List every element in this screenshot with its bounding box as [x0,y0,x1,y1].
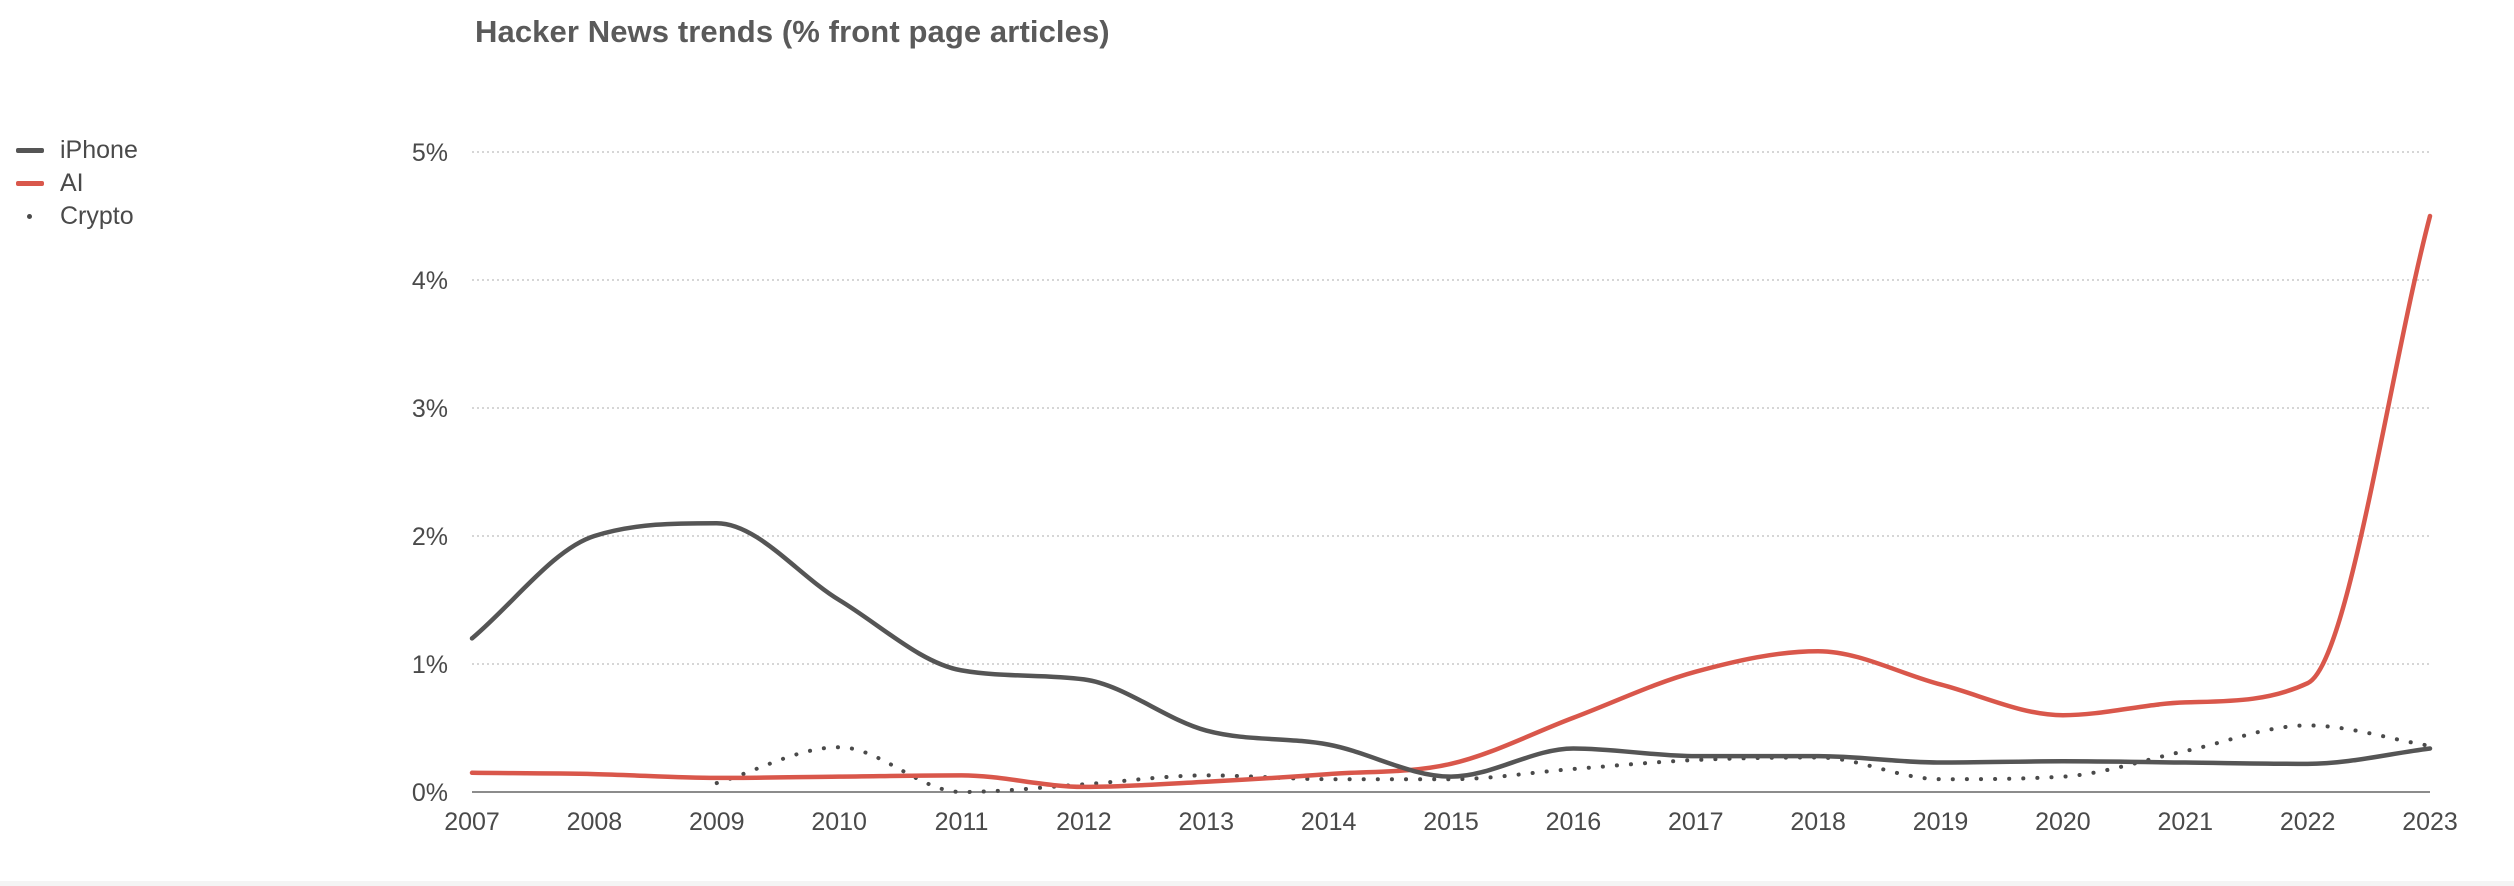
x-tick-label: 2010 [811,808,867,836]
y-tick-label: 4% [412,267,448,295]
x-tick-label: 2008 [567,808,623,836]
legend-label-crypto: Crypto [60,202,134,230]
x-tick-label: 2017 [1668,808,1724,836]
x-tick-label: 2015 [1423,808,1479,836]
x-tick-label: 2011 [935,808,989,836]
y-tick-label: 5% [412,139,448,167]
legend-item-iphone: iPhone [16,134,216,167]
legend-swatch-iphone [16,148,44,153]
x-tick-label: 2019 [1913,808,1969,836]
x-tick-label: 2016 [1546,808,1602,836]
series-line-crypto [714,723,2432,794]
x-tick-label: 2007 [444,808,500,836]
series-line-ai [469,213,2433,790]
y-tick-label: 0% [412,779,448,807]
legend-item-crypto: Crypto [16,200,216,233]
legend-swatch-crypto [27,214,32,219]
x-tick-label: 2023 [2402,808,2458,836]
x-tick-label: 2012 [1056,808,1112,836]
x-tick-label: 2009 [689,808,745,836]
y-tick-label: 1% [412,651,448,679]
x-tick-label: 2014 [1301,808,1357,836]
chart-title: Hacker News trends (% front page article… [475,14,1110,49]
x-tick-label: 2018 [1790,808,1846,836]
x-tick-label: 2022 [2280,808,2336,836]
series-line-iphone [469,520,2433,779]
grid-lines [472,151,2430,665]
legend-item-ai: AI [16,167,216,200]
series-lines [469,213,2433,794]
y-tick-label: 3% [412,395,448,423]
y-tick-label: 2% [412,523,448,551]
legend-label-ai: AI [60,169,84,197]
legend-label-iphone: iPhone [60,136,138,164]
bottom-divider [0,881,2514,886]
x-tick-label: 2020 [2035,808,2091,836]
x-tick-label: 2021 [2157,808,2213,836]
chart-legend: iPhone AI Crypto [16,134,216,233]
x-tick-label: 2013 [1178,808,1234,836]
axes: 0% 1% 2% 3% 4% 5% 2007 2008 2009 2010 2011 2012 2013… [412,139,2458,836]
legend-swatch-ai [16,181,44,186]
